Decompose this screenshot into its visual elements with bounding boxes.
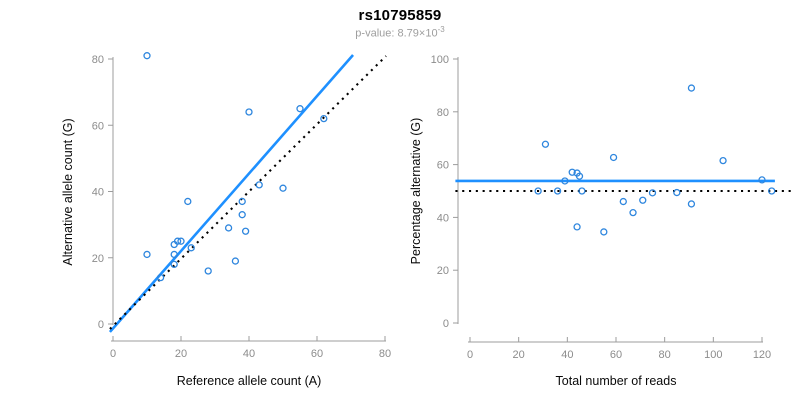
data-point xyxy=(238,211,246,219)
data-point xyxy=(173,237,182,245)
data-point xyxy=(673,188,681,197)
x-tick-label: 80 xyxy=(379,348,391,360)
y-tick-label: 100 xyxy=(431,54,449,66)
data-point xyxy=(279,184,287,192)
data-point xyxy=(255,181,263,189)
x-tick-label: 100 xyxy=(704,349,722,361)
y-tick-label: 0 xyxy=(98,319,104,331)
pvalue-exponent: -3 xyxy=(437,25,445,34)
data-point xyxy=(568,168,576,176)
y-tick-label: 0 xyxy=(443,318,449,330)
data-point xyxy=(320,114,328,123)
y-tick-label: 80 xyxy=(92,54,104,66)
pvalue-text: p-value: 8.79×10 xyxy=(355,27,438,40)
data-point xyxy=(534,187,542,195)
x-tick-label: 40 xyxy=(243,348,255,360)
x-tick-label: 60 xyxy=(311,348,323,360)
right-yaxis-title: Percentage alternative (G) xyxy=(409,118,423,265)
data-point xyxy=(184,197,192,206)
x-tick-label: 0 xyxy=(110,348,116,360)
data-point xyxy=(204,267,212,275)
y-tick-label: 40 xyxy=(437,212,449,224)
data-point xyxy=(600,228,608,236)
data-point xyxy=(296,105,304,113)
data-point xyxy=(541,140,550,148)
data-point xyxy=(553,187,562,195)
data-point xyxy=(575,172,584,180)
data-point xyxy=(687,200,696,208)
right-xaxis-title: Total number of reads xyxy=(556,374,677,388)
data-point xyxy=(187,244,195,252)
x-tick-label: 120 xyxy=(753,349,771,361)
data-point xyxy=(238,197,246,206)
data-point xyxy=(648,189,657,197)
data-point xyxy=(561,177,569,185)
page-title: rs10795859 xyxy=(358,7,442,24)
x-tick-label: 60 xyxy=(610,349,622,361)
left-scatter-plot: 0 20 40 60 80 0 20 40 60 80 xyxy=(92,52,391,360)
data-point xyxy=(143,52,151,60)
x-tick-label: 20 xyxy=(513,349,525,361)
data-point xyxy=(245,108,253,116)
pvalue-subtitle: p-value: 8.79×10-3 xyxy=(0,25,800,40)
data-point xyxy=(629,208,637,217)
data-point xyxy=(619,197,627,206)
identity-line xyxy=(109,55,387,330)
y-tick-label: 20 xyxy=(92,253,104,265)
y-tick-label: 20 xyxy=(437,265,449,277)
x-tick-label: 40 xyxy=(561,349,573,361)
regression-line xyxy=(108,54,355,333)
data-point xyxy=(170,260,178,269)
data-point xyxy=(578,187,586,195)
right-scatter-plot: 0 20 40 60 80 100 120 0 20 40 60 80 100 xyxy=(431,54,794,361)
data-point xyxy=(639,196,647,204)
data-point xyxy=(143,250,151,259)
data-point xyxy=(758,176,766,184)
data-point xyxy=(573,223,581,231)
data-point xyxy=(231,257,240,265)
data-point xyxy=(170,250,178,259)
y-tick-label: 60 xyxy=(437,160,449,172)
left-xaxis-title: Reference allele count (A) xyxy=(177,374,322,388)
data-point xyxy=(241,227,250,235)
x-tick-label: 80 xyxy=(659,349,671,361)
data-point xyxy=(719,156,727,165)
data-point xyxy=(609,153,618,162)
x-tick-label: 20 xyxy=(175,348,187,360)
y-tick-label: 40 xyxy=(92,187,104,199)
data-point xyxy=(224,224,233,232)
data-point xyxy=(768,187,776,195)
data-point xyxy=(177,237,185,245)
data-point xyxy=(687,84,696,92)
y-tick-label: 60 xyxy=(92,120,104,132)
x-tick-label: 0 xyxy=(467,349,473,361)
left-yaxis-title: Alternative allele count (G) xyxy=(61,118,75,265)
y-tick-label: 80 xyxy=(437,107,449,119)
data-point xyxy=(156,273,165,282)
